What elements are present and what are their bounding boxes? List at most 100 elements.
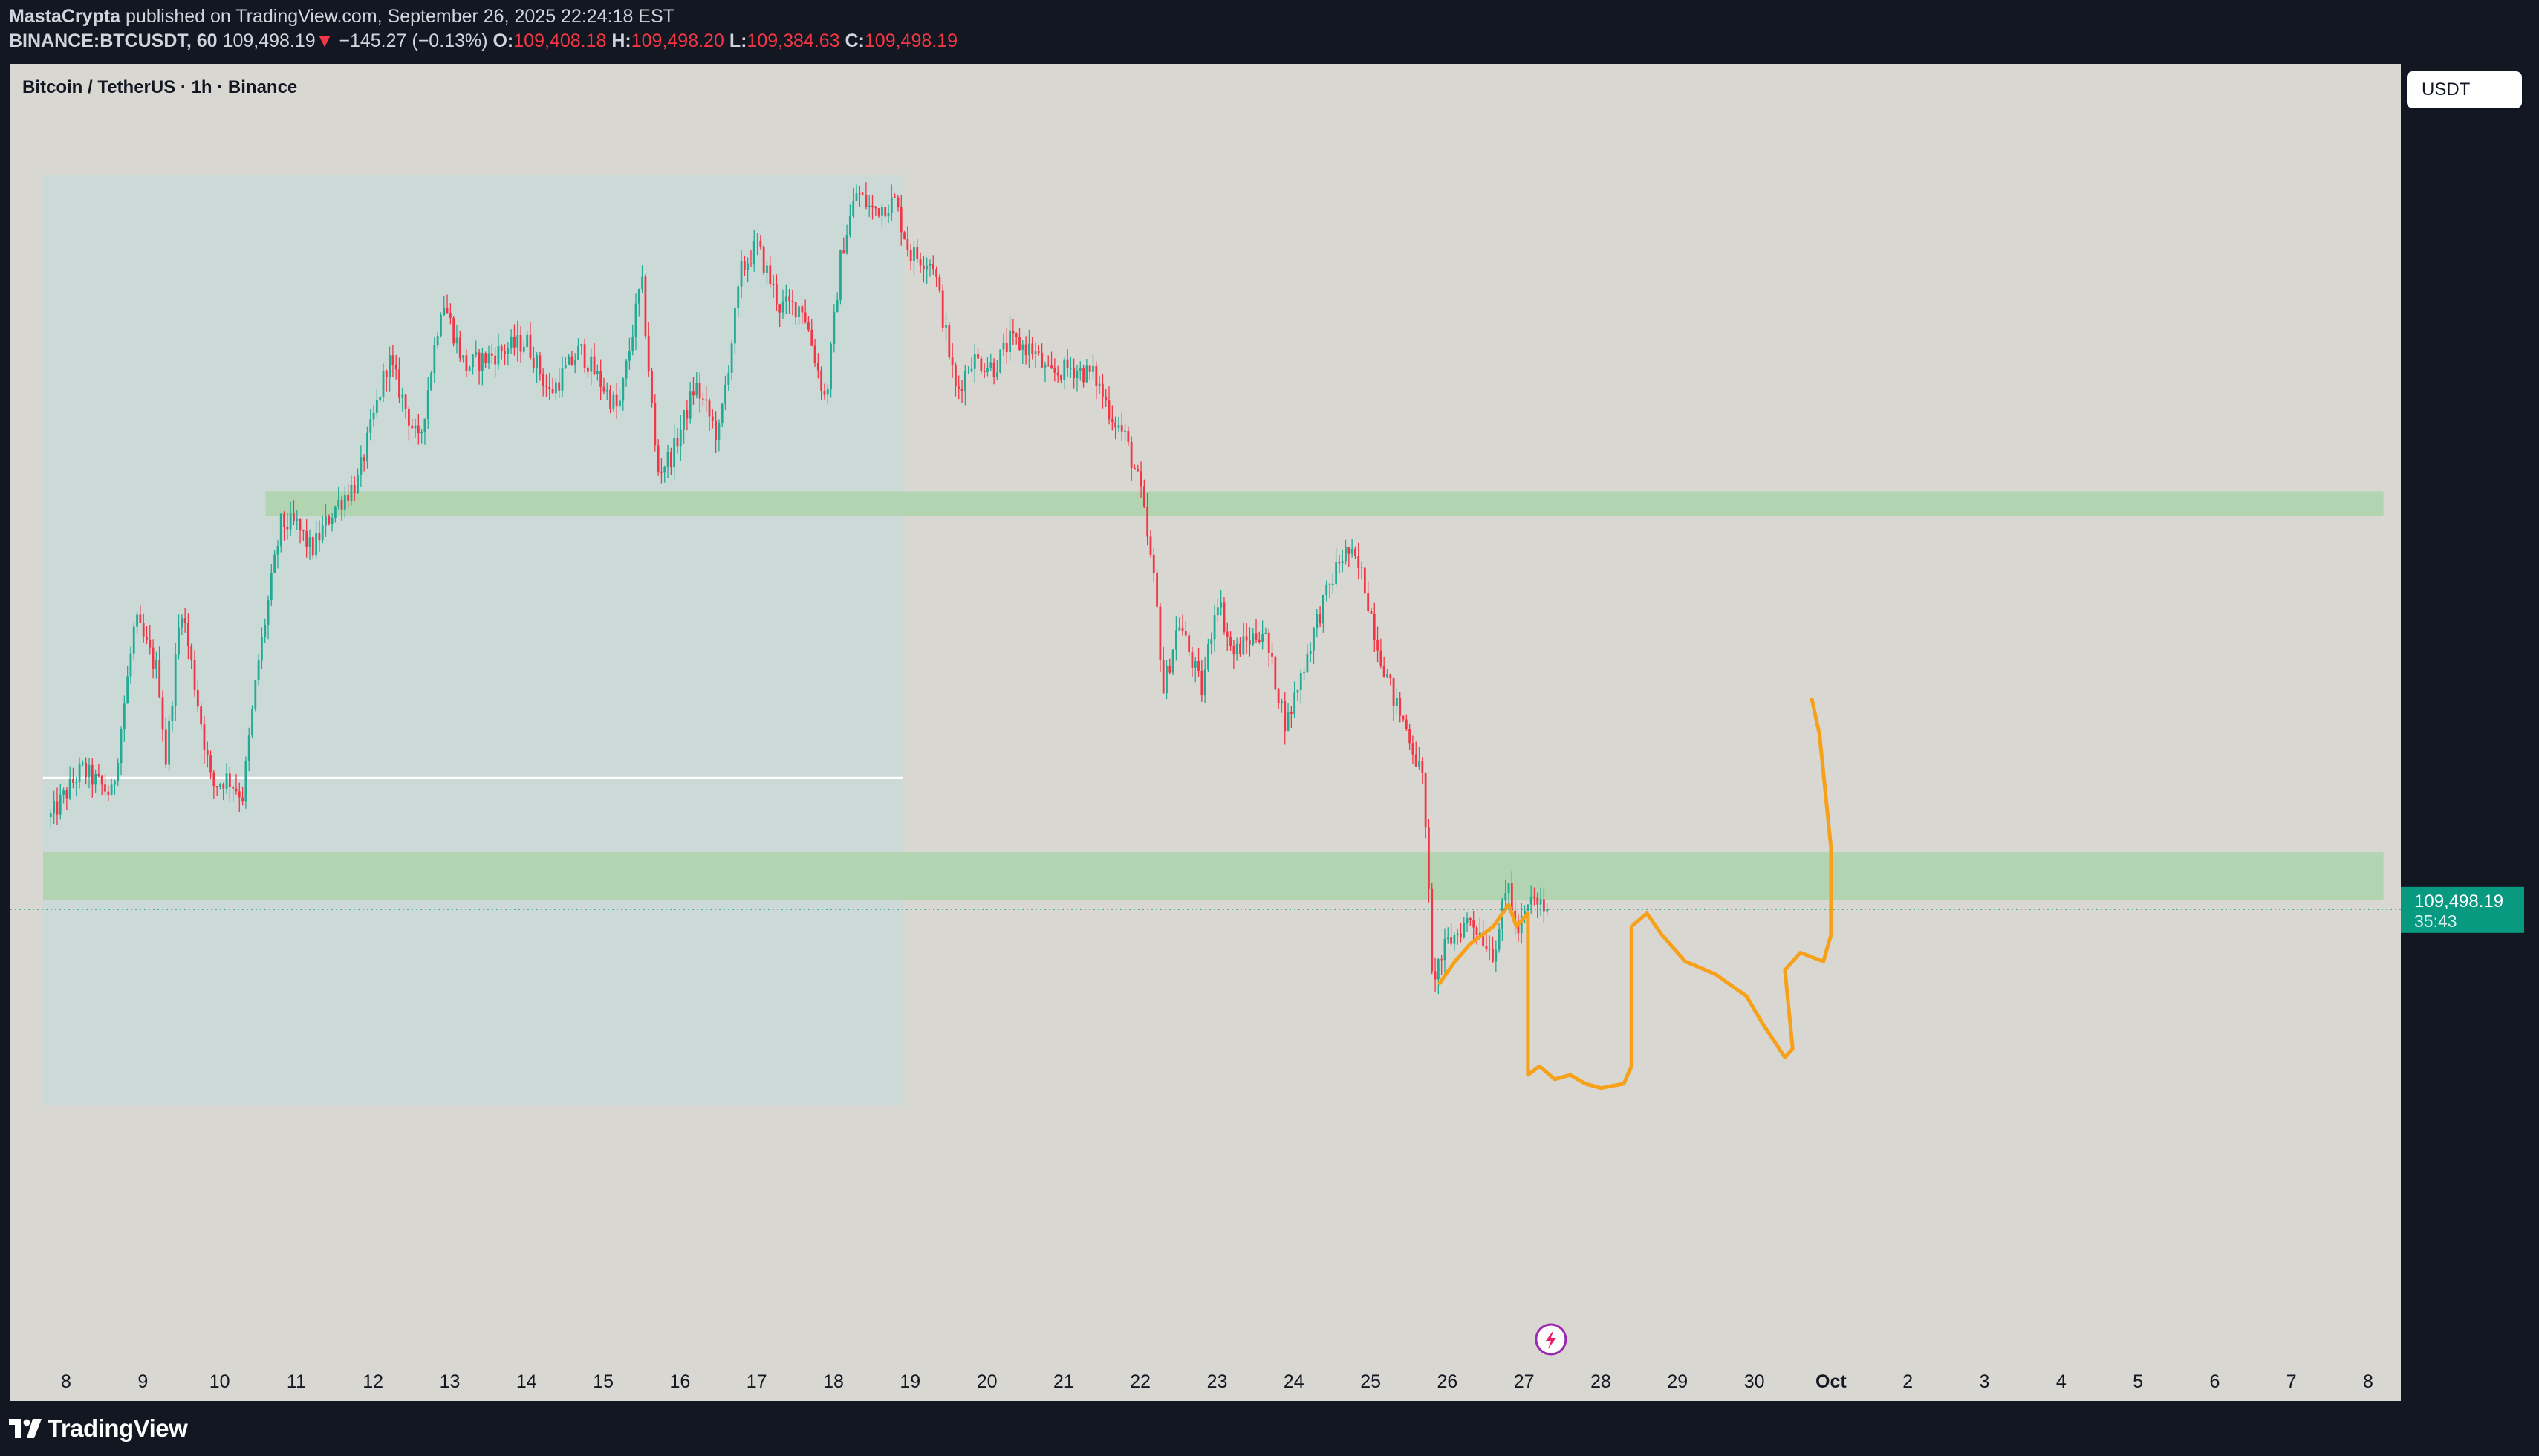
x-tick-label: 8 — [61, 1371, 71, 1392]
ohlc-line: BINANCE:BTCUSDT, 60 109,498.19▼ −145.27 … — [9, 30, 958, 52]
candle-body — [548, 386, 551, 389]
candle-body — [155, 660, 157, 669]
candle-body — [1386, 674, 1388, 678]
candle-body — [1242, 636, 1245, 654]
candle-body — [264, 625, 267, 637]
y-tick-label: 118,000.00 — [2424, 157, 2515, 178]
candle-body — [161, 697, 164, 730]
candle-body — [414, 425, 417, 429]
candle-body — [1328, 584, 1331, 585]
candle-body — [1421, 761, 1424, 773]
candle-body — [999, 349, 1002, 373]
candle-body — [206, 749, 209, 755]
candle-body — [389, 355, 391, 378]
x-tick-label: 24 — [1284, 1371, 1304, 1392]
candle-body — [212, 772, 215, 787]
candle-body — [1111, 419, 1114, 423]
candle-body — [1088, 365, 1091, 372]
candle-body — [1463, 923, 1466, 938]
candle-body — [894, 197, 897, 198]
lightning-bolt — [1545, 1330, 1556, 1349]
candle-body — [1303, 672, 1305, 673]
candle-body — [1210, 639, 1213, 645]
candle-body — [830, 344, 832, 389]
candle-body — [833, 311, 836, 345]
currency-button[interactable]: USDT — [2407, 71, 2522, 108]
candle-body — [695, 383, 698, 396]
candle-body — [1203, 669, 1206, 696]
candle-body — [1015, 333, 1018, 337]
candle-body — [683, 410, 685, 430]
candle-body — [1492, 949, 1494, 962]
candle-body — [337, 499, 340, 507]
candle-body — [1002, 342, 1005, 350]
candle-body — [1060, 375, 1062, 380]
x-tick-label: 3 — [1980, 1371, 1990, 1392]
candle-body — [654, 403, 657, 446]
tradingview-logo[interactable]: TradingView — [9, 1414, 188, 1443]
candle-body — [209, 755, 212, 773]
candle-body — [1341, 561, 1344, 563]
candle-body — [1274, 656, 1277, 690]
candle-body — [1376, 640, 1379, 651]
candle-body — [1168, 666, 1171, 673]
candle-body — [1124, 430, 1126, 432]
candle-body — [1290, 712, 1293, 714]
candle-body — [1345, 547, 1347, 562]
x-tick-label: 9 — [137, 1371, 148, 1392]
x-tick-label: 10 — [209, 1371, 230, 1392]
candle-body — [225, 773, 228, 789]
candle-body — [110, 784, 113, 795]
candle-body — [929, 264, 932, 266]
candle-body — [158, 660, 161, 698]
y-tick-label: 114,000.00 — [2424, 506, 2515, 527]
low-label: L: — [729, 30, 747, 51]
candle-body — [737, 286, 740, 308]
candle-body — [366, 432, 368, 462]
candle-body — [1028, 343, 1030, 356]
candle-body — [1504, 893, 1507, 901]
y-tick-label: 116,000.00 — [2424, 331, 2515, 352]
candle-body — [478, 352, 481, 371]
x-tick-label: Oct — [1815, 1371, 1847, 1392]
candle-body — [68, 779, 71, 799]
author-name[interactable]: MastaCrypta — [9, 6, 121, 27]
candle-body — [65, 790, 68, 799]
candle-body — [200, 706, 203, 725]
candle-body — [183, 618, 186, 623]
candle-body — [117, 763, 120, 782]
x-tick-label: 4 — [2056, 1371, 2067, 1392]
candle-body — [436, 336, 439, 345]
publish-line: MastaCrypta published on TradingView.com… — [9, 6, 674, 27]
candle-body — [1024, 344, 1027, 356]
candle-body — [1440, 959, 1443, 961]
candle-body — [375, 400, 378, 413]
candle-body — [139, 614, 142, 623]
candle-body — [1546, 909, 1549, 912]
candle-body — [85, 763, 88, 778]
candle-body — [804, 312, 807, 322]
x-tick-label: 23 — [1207, 1371, 1228, 1392]
candle-body — [126, 676, 129, 704]
candle-body — [1507, 883, 1510, 894]
candle-body — [360, 457, 363, 475]
candle-body — [91, 764, 94, 785]
candle-body — [526, 334, 529, 347]
candle-body — [296, 519, 299, 521]
candle-body — [1156, 573, 1158, 607]
candle-body — [651, 371, 653, 403]
candle-body — [897, 197, 900, 207]
candle-body — [325, 516, 327, 526]
candle-body — [801, 306, 804, 313]
candle-body — [973, 354, 976, 369]
candle-body — [619, 400, 621, 407]
candle-body — [347, 495, 350, 501]
x-tick-label: 7 — [2286, 1371, 2297, 1392]
candle-body — [465, 355, 468, 371]
candle-body — [56, 801, 59, 815]
candle-body — [1239, 643, 1241, 654]
candle-body — [1073, 368, 1076, 379]
candle-body — [798, 306, 800, 318]
candle-body — [874, 206, 877, 209]
